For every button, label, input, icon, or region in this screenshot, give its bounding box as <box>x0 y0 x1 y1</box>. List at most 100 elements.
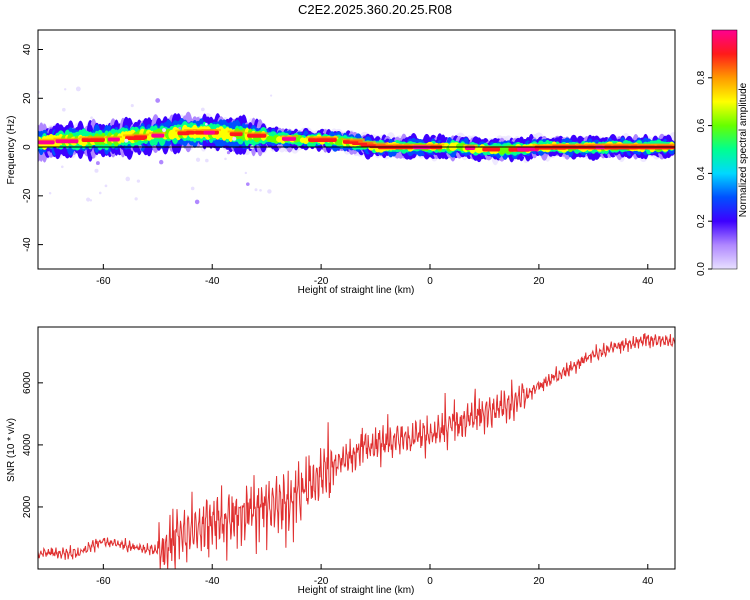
x-tick-label: -60 <box>96 576 111 587</box>
spectrogram-warm-cell <box>393 143 416 146</box>
spectrogram-warm-cell <box>38 138 57 141</box>
spectrogram-x-ticks: -60 -40 -20 0 20 40 <box>96 264 654 287</box>
spectrogram-speck <box>75 86 81 92</box>
spectrogram-warm-cell <box>105 135 122 138</box>
spectrogram-hot-cell <box>107 137 120 142</box>
spectrogram-speck <box>244 171 248 175</box>
colorbar-tick-label: 0.0 <box>696 262 707 276</box>
spectrogram-warm-cell <box>53 137 81 140</box>
y-tick-label: 4000 <box>22 433 33 456</box>
spectrogram-hot-cell <box>229 131 243 137</box>
colorbar-tick-label: 0.4 <box>696 166 707 180</box>
spectrogram-speck <box>125 176 131 182</box>
spectrogram-warm-cell <box>375 143 402 146</box>
snr-panel: -60 -40 -20 0 20 40 2000 4000 6000 Height of st… <box>6 326 676 596</box>
snr-x-ticks: -60 -40 -20 0 20 40 <box>96 564 654 587</box>
spectrogram-speck <box>155 98 161 103</box>
spectrogram-hot-cell <box>517 146 540 152</box>
spectrogram-warm-cell <box>314 136 339 139</box>
spectrogram-speck <box>104 184 108 188</box>
spectrogram-warm-cell <box>462 144 478 147</box>
spectrogram-speck <box>190 186 195 191</box>
spectrogram-speck <box>246 182 250 186</box>
spectrogram-speck <box>226 151 231 155</box>
spectrogram-speck <box>232 136 237 141</box>
spectrogram-warm-cell <box>654 143 675 146</box>
spectrogram-warm-cell <box>367 142 388 145</box>
y-tick-label: -40 <box>22 237 33 252</box>
spectrogram-hot-cell <box>151 133 165 138</box>
spectrogram-frame <box>37 29 676 270</box>
spectrogram-speck <box>130 104 134 108</box>
spectrogram-speck <box>259 188 262 192</box>
spectrogram-heatmap <box>38 86 675 205</box>
colorbar-gradient <box>711 29 738 270</box>
spectrogram-warm-cell <box>175 129 192 132</box>
spectrogram-warm-cell <box>349 139 365 142</box>
snr-y-ticks: 2000 4000 6000 <box>22 371 43 518</box>
spectrogram-warm-cell <box>358 140 376 143</box>
spectrogram-speck <box>98 191 102 195</box>
snr-frame <box>37 326 676 570</box>
spectrogram-speck <box>178 126 182 130</box>
x-tick-label: -60 <box>96 276 111 287</box>
x-tick-label: 0 <box>427 276 433 287</box>
spectrogram-speck <box>270 94 273 97</box>
snr-series-line <box>38 333 675 569</box>
spectrogram-warm-cell <box>149 132 167 135</box>
y-tick-label: 0 <box>22 144 33 150</box>
spectrogram-warm-cell <box>227 130 245 133</box>
spectrogram-speck <box>159 159 164 165</box>
y-tick-label: 2000 <box>22 495 33 518</box>
spectrogram-hot-cell <box>133 134 148 140</box>
spectrogram-hot-cell <box>203 130 215 135</box>
spectrogram-warm-cell <box>131 133 150 136</box>
y-tick-label: -20 <box>22 188 33 203</box>
spectrogram-warm-cell <box>201 129 217 132</box>
spectrogram-speck <box>134 197 138 201</box>
x-tick-label: -40 <box>205 576 220 587</box>
spectrogram-panel: -60 -40 -20 0 20 40 -40 -20 0 20 40 Height of str… <box>6 29 676 296</box>
spectrogram-speck <box>224 157 227 161</box>
spectrogram-speck <box>90 116 93 120</box>
spectrogram-speck <box>48 191 52 195</box>
spectrogram-speck <box>89 199 93 202</box>
colorbar-tick-label: 0.2 <box>696 214 707 228</box>
colorbar: 0.0 0.2 0.4 0.6 0.8 Normalized spectral ampl… <box>696 29 749 276</box>
spectrogram-hot-cell <box>281 136 297 141</box>
y-tick-label: 40 <box>22 44 33 56</box>
spectrogram-speck <box>195 157 201 162</box>
spectrogram-x-label: Height of straight line (km) <box>298 285 415 296</box>
snr-y-label: SNR (10 * v/v) <box>6 418 17 482</box>
spectrogram-warm-cell <box>410 143 434 146</box>
spectrogram-speck <box>200 107 205 112</box>
spectrogram-warm-cell <box>549 143 583 146</box>
x-tick-label: -20 <box>314 276 329 287</box>
spectrogram-speck <box>136 179 141 183</box>
spectrogram-speck <box>267 189 272 194</box>
colorbar-label: Normalized spectral amplitude <box>738 82 749 217</box>
x-tick-label: 20 <box>533 276 545 287</box>
spectrogram-speck <box>62 107 66 112</box>
colorbar-tick-label: 0.6 <box>696 118 707 132</box>
spectrogram-warm-cell <box>184 129 198 132</box>
spectrogram-warm-cell <box>428 143 445 146</box>
x-tick-label: 20 <box>533 576 545 587</box>
colorbar-tick-label: 0.8 <box>696 70 707 84</box>
y-tick-label: 6000 <box>22 371 33 394</box>
spectrogram-speck <box>95 161 100 166</box>
spectrogram-hot-cell <box>90 137 105 142</box>
spectrogram-speck <box>61 165 64 169</box>
y-tick-label: 20 <box>22 92 33 104</box>
spectrogram-warm-cell <box>245 132 269 135</box>
colorbar-ticks: 0.0 0.2 0.4 0.6 0.8 <box>696 70 712 276</box>
x-tick-label: 0 <box>427 576 433 587</box>
spectrogram-speck <box>194 199 200 205</box>
x-tick-label: 40 <box>642 576 654 587</box>
spectrogram-warm-cell <box>88 136 107 139</box>
spectrogram-hot-cell <box>38 139 55 145</box>
spectrogram-hot-cell <box>247 133 267 138</box>
spectrogram-speck <box>254 188 258 192</box>
spectrogram-speck <box>124 138 129 143</box>
